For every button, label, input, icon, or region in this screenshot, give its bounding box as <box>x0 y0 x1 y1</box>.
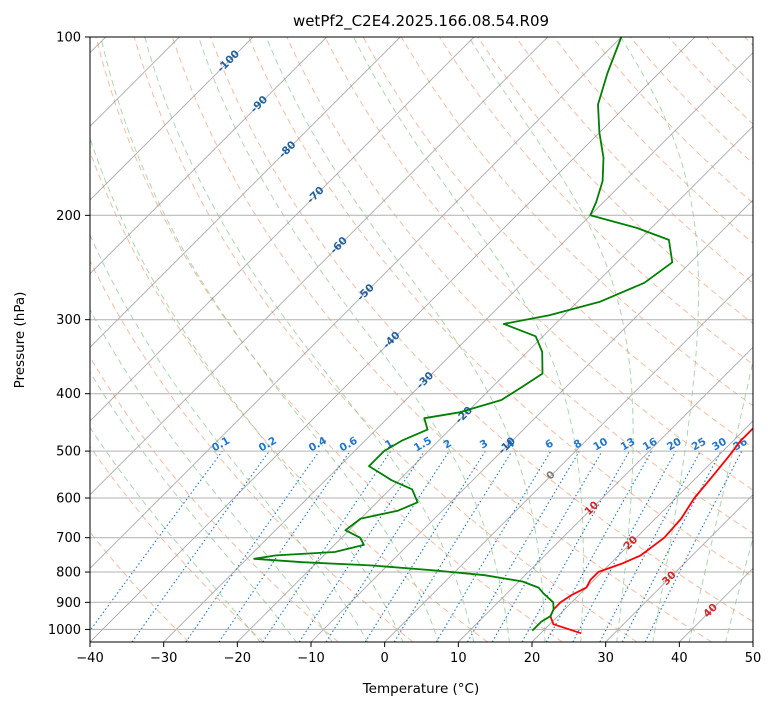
isotherm <box>605 493 753 642</box>
dry-adiabat <box>286 37 753 534</box>
x-tick-label: −20 <box>224 651 251 666</box>
isotherm <box>236 125 753 642</box>
dry-adiabat <box>210 37 753 623</box>
x-tick-label: 50 <box>745 651 762 666</box>
y-tick-label: 600 <box>56 492 81 507</box>
isotherm <box>531 420 753 642</box>
mixing-ratio-line <box>185 450 320 642</box>
y-tick-label: 300 <box>56 313 81 328</box>
dry-adiabat <box>324 37 753 491</box>
y-tick-label: 500 <box>56 445 81 460</box>
moist-adiabat <box>688 358 753 642</box>
moist-adiabat <box>198 37 510 642</box>
x-tick-label: 20 <box>524 651 541 666</box>
isotherm <box>90 37 401 349</box>
y-tick-label: 100 <box>56 31 81 46</box>
mixing-ratio-line <box>644 450 743 642</box>
mixing-ratio-line <box>545 450 653 642</box>
isotherm <box>90 37 696 642</box>
plot-area <box>90 37 753 642</box>
isotherm <box>163 51 753 642</box>
mixing-ratio-line <box>262 450 392 642</box>
moist-adiabat <box>725 536 753 642</box>
dry-adiabat <box>90 356 339 642</box>
mixing-ratio-line <box>521 450 630 642</box>
y-tick-label: 800 <box>56 566 81 581</box>
axis-ticks: −40 −30 −20 −10 0 10 20 30 40 50 100 200 300 400 500 60… <box>48 31 761 667</box>
x-tick-label: −30 <box>150 651 177 666</box>
mixing-ratio-line <box>572 450 677 642</box>
chart-title: wetPf2_C2E4.2025.166.08.54.R09 <box>293 12 549 31</box>
dry-adiabat <box>171 37 712 642</box>
mixing-ratio-line <box>131 450 270 642</box>
moist-adiabat <box>90 426 261 642</box>
y-axis-title: Pressure (hPa) <box>12 292 28 389</box>
temperature-profile <box>549 427 753 635</box>
moist-adiabat <box>90 233 369 642</box>
mixing-ratio-line <box>90 450 223 632</box>
mixing-ratio-line <box>218 450 351 642</box>
y-tick-label: 700 <box>56 531 81 546</box>
isotherm <box>90 37 254 201</box>
x-axis-title: Temperature (°C) <box>362 681 480 697</box>
moist-adiabat <box>144 37 475 642</box>
dewpoint-profile <box>253 37 674 632</box>
moist-adiabat <box>265 37 546 642</box>
isotherm <box>310 199 753 642</box>
isotherm <box>90 37 328 275</box>
mixing-ratio-line <box>325 450 450 642</box>
moist-adiabat <box>100 37 440 642</box>
mixing-ratio-line <box>393 450 513 642</box>
profiles <box>253 37 753 635</box>
isotherm <box>90 37 549 496</box>
moist-adiabat <box>620 37 700 642</box>
plot-frame <box>89 36 754 643</box>
isotherm <box>384 272 753 642</box>
isotherm <box>90 37 622 570</box>
x-tick-label: 0 <box>381 651 389 666</box>
isotherm <box>90 37 475 422</box>
x-tick-label: 40 <box>671 651 688 666</box>
isotherm <box>752 641 753 642</box>
y-tick-label: 200 <box>56 209 81 224</box>
y-tick-label: 900 <box>56 596 81 611</box>
moist-adiabat <box>90 371 297 642</box>
dry-adiabat <box>90 259 414 642</box>
dry-adiabat <box>248 37 753 578</box>
x-tick-label: −40 <box>76 651 103 666</box>
x-tick-label: −10 <box>297 651 324 666</box>
x-tick-label: 30 <box>597 651 614 666</box>
dry-adiabat <box>95 37 563 642</box>
background-lines <box>90 37 753 642</box>
moist-adiabat <box>90 308 333 642</box>
y-tick-label: 400 <box>56 387 81 402</box>
dry-adiabat <box>515 37 753 284</box>
moist-adiabat <box>90 136 404 642</box>
moist-adiabat <box>468 37 634 642</box>
x-tick-label: 10 <box>450 651 467 666</box>
dry-adiabat <box>90 445 264 642</box>
dry-adiabat <box>133 37 638 642</box>
y-tick-label: 1000 <box>48 623 81 638</box>
isotherm <box>457 346 753 642</box>
